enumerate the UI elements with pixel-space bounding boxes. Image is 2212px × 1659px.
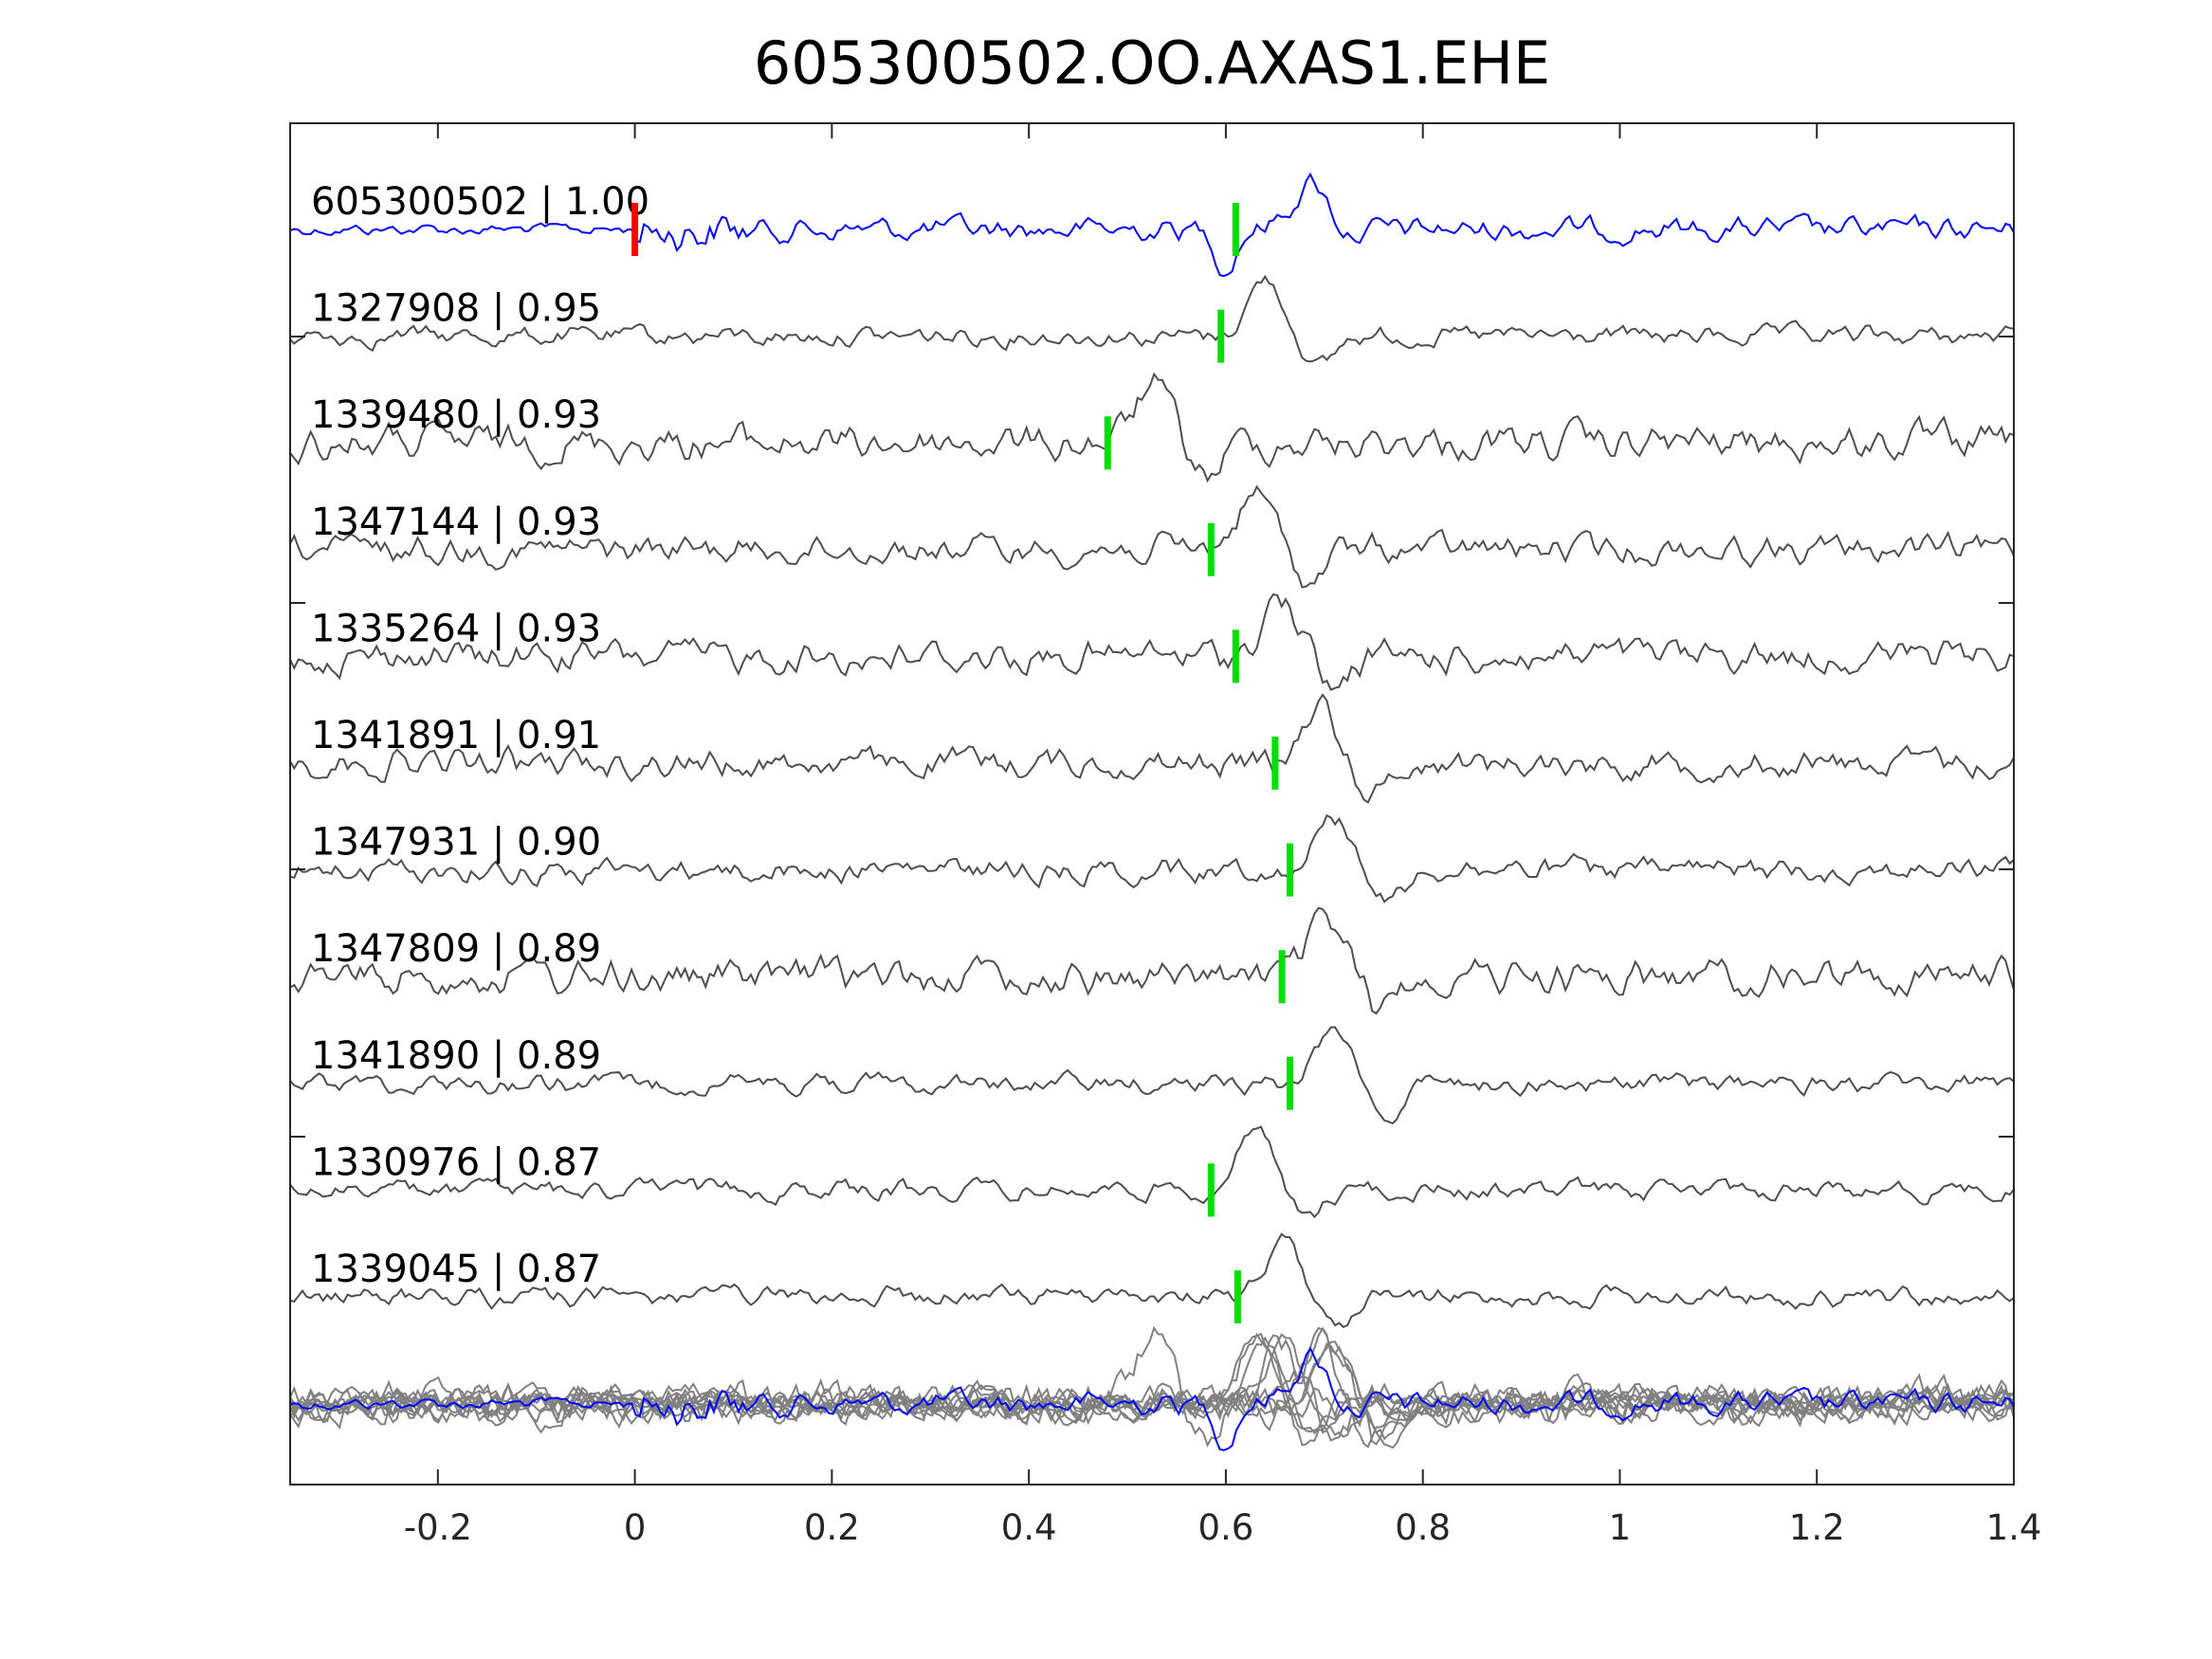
waveform-trace [289,813,2015,903]
trace-label: 1341890 | 0.89 [311,1034,601,1078]
plot-frame [289,122,2015,1486]
waveform-trace [289,693,2015,804]
x-tick-label: 1.4 [1986,1507,2042,1548]
overlay-trace [289,1346,2015,1451]
x-tick-label: 1 [1609,1507,1632,1548]
trace-label: 1327908 | 0.95 [311,287,601,331]
traces-group: 605300502 | 1.00 1327908 | 0.95 1339480 | … [289,172,2015,1451]
overlay-trace [289,1325,2015,1448]
x-tick-label: 0.8 [1395,1507,1451,1548]
waveform-trace [289,172,2015,278]
waveform-trace [289,274,2015,363]
x-tick-label: 0 [624,1507,647,1548]
waveform-trace [289,592,2015,692]
trace-label: 1347144 | 0.93 [311,501,601,544]
x-tick-label: 1.2 [1789,1507,1845,1548]
waveform-trace [289,1232,2015,1328]
waveform-trace [289,372,2015,483]
x-tick-label: 0.4 [1001,1507,1057,1548]
waveform-trace [289,1125,2015,1219]
trace-label: 1330976 | 0.87 [311,1140,601,1184]
trace-label: 1347809 | 0.89 [311,927,601,971]
trace-label: 1347931 | 0.90 [311,821,601,865]
trace-label: 1335264 | 0.93 [311,607,601,650]
axes-group: -0.2 0 0.2 0.4 0.6 0.8 1 1.2 1.4 [289,122,2042,1548]
waveform-trace [289,906,2015,1015]
trace-label: 1339480 | 0.93 [311,393,601,437]
x-tick-label: -0.2 [404,1507,472,1548]
waveform-trace [289,484,2015,589]
trace-label: 1341891 | 0.91 [311,714,601,757]
x-tick-label: 0.2 [804,1507,860,1548]
chart-title: 605300502.OO.AXAS1.EHE [754,28,1550,98]
waveform-trace [289,1026,2015,1125]
trace-label: 605300502 | 1.00 [311,180,649,224]
x-tick-label: 0.6 [1197,1507,1253,1548]
trace-label: 1339045 | 0.87 [311,1248,601,1291]
